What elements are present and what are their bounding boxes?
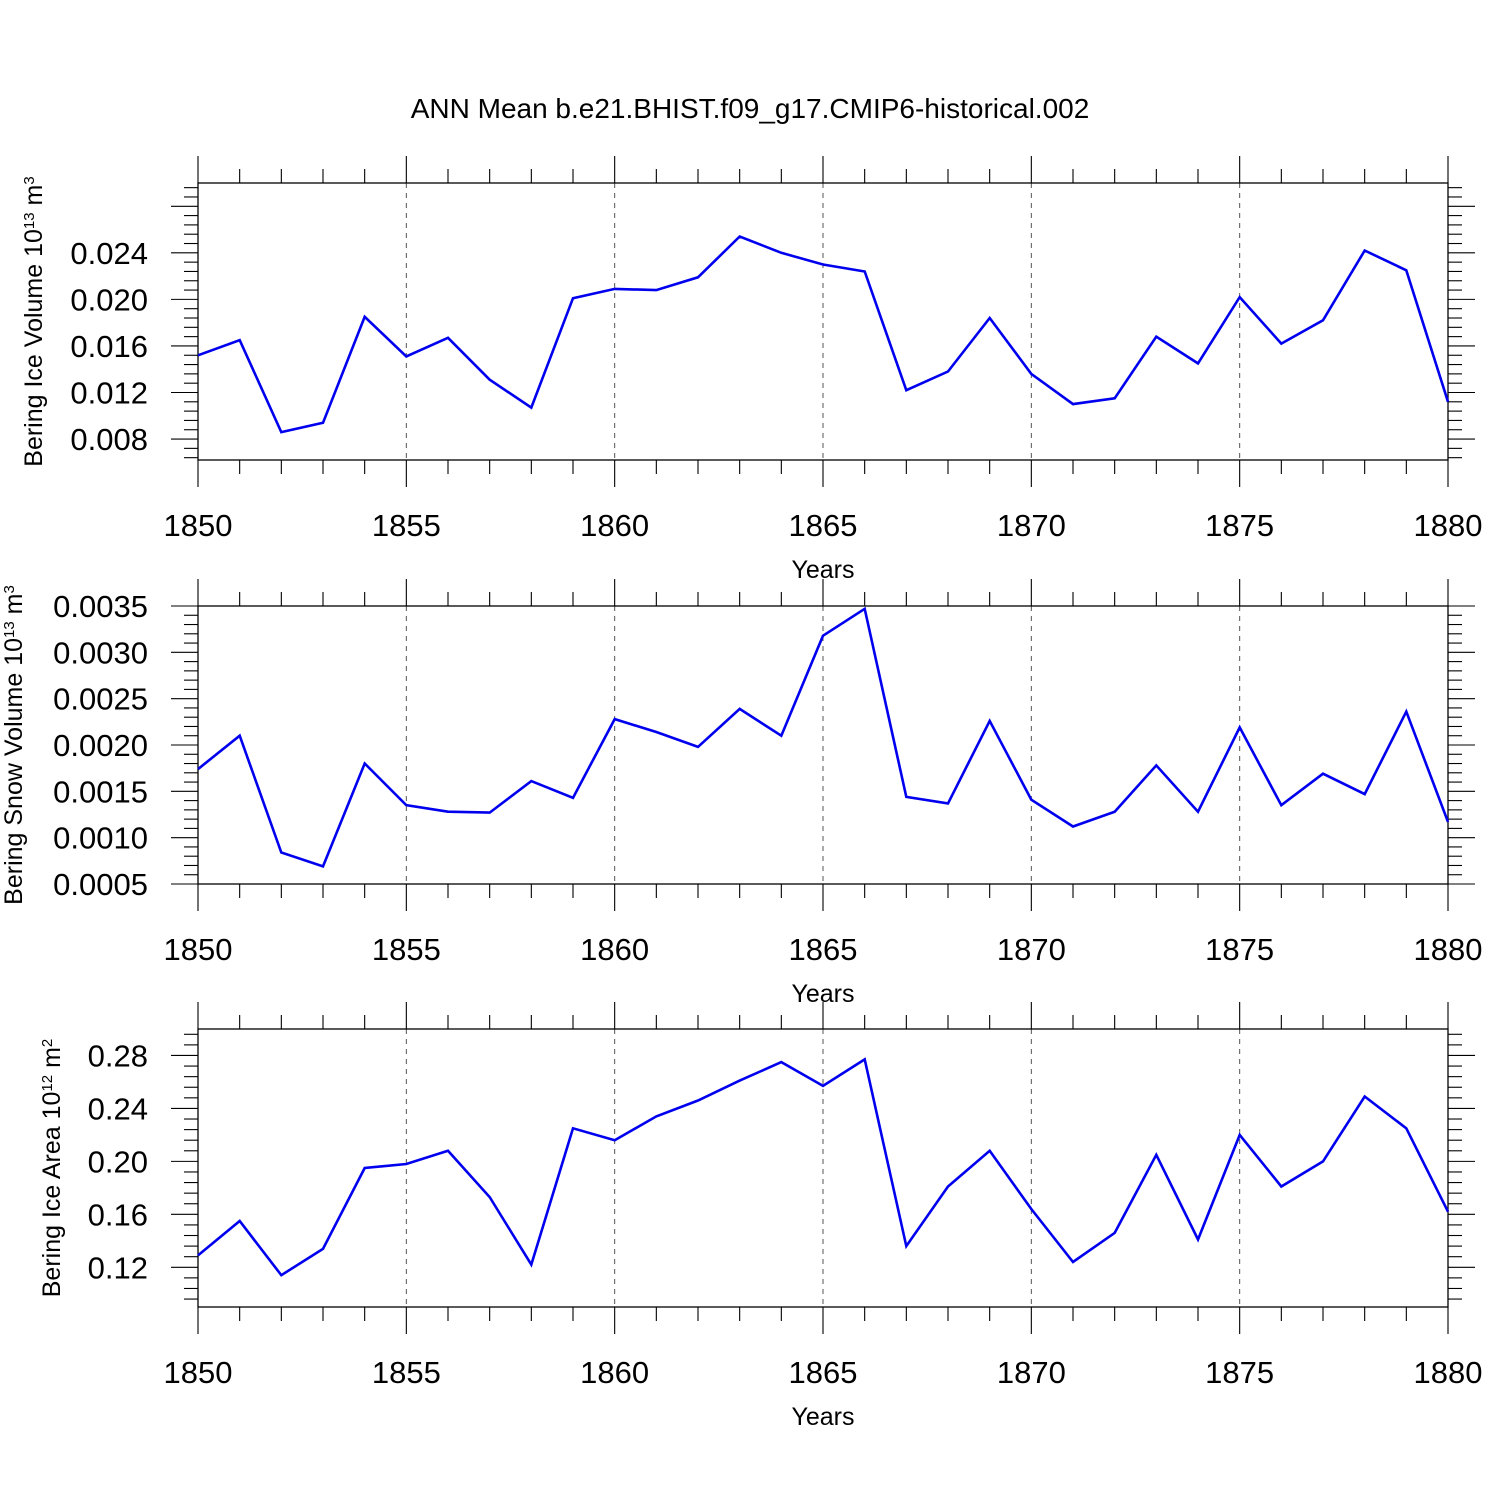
x-tick-label: 1860 [580, 1355, 649, 1390]
y-tick-label: 0.12 [88, 1250, 148, 1285]
y-tick-label: 0.16 [88, 1197, 148, 1232]
y-tick-label: 0.0025 [53, 682, 148, 717]
x-tick-label: 1855 [372, 1355, 441, 1390]
x-tick-label: 1865 [789, 932, 858, 967]
x-tick-label: 1860 [580, 508, 649, 543]
y-tick-label: 0.0010 [53, 821, 148, 856]
x-tick-label: 1875 [1205, 932, 1274, 967]
x-tick-label: 1880 [1414, 508, 1483, 543]
y-tick-label: 0.012 [70, 375, 148, 410]
chart-panel-1: 1850 1855 1860 1865 1870 1875 1880 0.008 0.012 0.… [20, 156, 1482, 584]
y-tick-label: 0.24 [88, 1091, 148, 1126]
x-tick-label: 1875 [1205, 508, 1274, 543]
x-tick-label: 1855 [372, 932, 441, 967]
y-tick-label: 0.28 [88, 1038, 148, 1073]
y-tick-label: 0.0005 [53, 867, 148, 902]
y-tick-label: 0.024 [70, 236, 148, 271]
plot-frame [197, 182, 1449, 461]
y-axis-title: Bering Ice Volume 1013 m3 [20, 176, 48, 466]
x-tick-label: 1860 [580, 932, 649, 967]
x-tick-label: 1870 [997, 508, 1066, 543]
x-tick-label: 1850 [164, 1355, 233, 1390]
plot-frame [197, 1028, 1449, 1308]
x-tick-label: 1855 [372, 508, 441, 543]
y-axis-title: Bering Snow Volume 1013 m3 [0, 585, 28, 905]
x-axis-title: Years [791, 1403, 854, 1431]
x-tick-label: 1880 [1414, 932, 1483, 967]
x-tick-label: 1875 [1205, 1355, 1274, 1390]
y-tick-label: 0.008 [70, 422, 148, 457]
x-tick-label: 1865 [789, 508, 858, 543]
series-line [197, 606, 1450, 869]
y-axis-title: Bering Ice Area 1012 m2 [38, 1039, 66, 1298]
y-tick-label: 0.016 [70, 329, 148, 364]
series-line [197, 234, 1450, 434]
figure-title: ANN Mean b.e21.BHIST.f09_g17.CMIP6-histo… [411, 93, 1090, 124]
x-tick-label: 1880 [1414, 1355, 1483, 1390]
x-tick-label: 1870 [997, 932, 1066, 967]
y-tick-label: 0.20 [88, 1144, 148, 1179]
chart-panel-3: 1850 1855 1860 1865 1870 1875 1880 0.12 0.16 0.20… [38, 1002, 1482, 1431]
plot-frame [197, 605, 1449, 885]
y-tick-label: 0.0035 [53, 589, 148, 624]
chart-panel-2: 1850 1855 1860 1865 1870 1875 1880 0.0005 0.0010… [0, 579, 1482, 1008]
x-tick-label: 1850 [164, 508, 233, 543]
y-tick-label: 0.020 [70, 282, 148, 317]
series-line [197, 1057, 1450, 1277]
y-tick-label: 0.0020 [53, 728, 148, 763]
y-tick-label: 0.0030 [53, 635, 148, 670]
x-tick-label: 1865 [789, 1355, 858, 1390]
x-tick-label: 1850 [164, 932, 233, 967]
y-tick-label: 0.0015 [53, 774, 148, 809]
x-tick-label: 1870 [997, 1355, 1066, 1390]
